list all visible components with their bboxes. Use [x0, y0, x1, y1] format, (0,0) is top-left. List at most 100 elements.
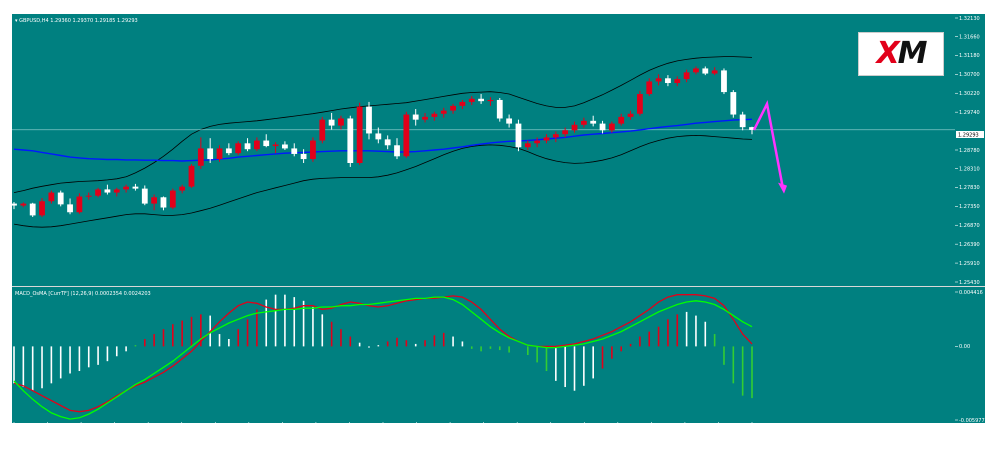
candle	[562, 127, 569, 138]
candle-body	[450, 105, 456, 111]
price-tick-label: 1.32130	[959, 16, 980, 22]
candle	[674, 76, 681, 87]
candle	[291, 143, 298, 157]
candle-body	[169, 190, 176, 208]
candle-body	[328, 119, 335, 126]
candle	[207, 138, 214, 164]
candle-body	[48, 192, 55, 202]
candle	[179, 184, 186, 194]
candle-body	[244, 143, 251, 150]
candle-body	[57, 192, 64, 205]
time-tick-label: 23 Sep 16:00	[48, 426, 81, 432]
time-tick-label: 29 Sep 00:00	[215, 426, 248, 432]
macd-lines	[13, 294, 753, 420]
candle	[151, 194, 158, 211]
candle-body	[282, 144, 288, 149]
time-tick-label: 2 Oct 08:00	[383, 426, 412, 432]
candle-body	[197, 148, 204, 166]
candle-body	[179, 186, 186, 191]
candle	[749, 126, 755, 135]
candle-body	[739, 114, 746, 128]
candle-body	[506, 118, 513, 124]
candle	[618, 113, 625, 126]
candle	[319, 116, 326, 144]
candle-body	[711, 70, 718, 74]
candle-body	[646, 81, 653, 95]
price-tick-label: 1.30220	[959, 91, 980, 97]
candle-body	[141, 188, 148, 204]
candlesticks	[11, 66, 755, 217]
candle-body	[319, 119, 326, 141]
time-tick-label: 13 Oct 00:00	[718, 426, 751, 432]
candle-body	[552, 134, 559, 138]
candle	[48, 190, 55, 204]
candle	[384, 135, 391, 150]
price-tick-label: 1.30700	[959, 72, 980, 78]
candle	[506, 114, 513, 128]
candle	[422, 112, 428, 123]
candle-body	[11, 203, 17, 206]
candle	[599, 120, 606, 134]
candle-body	[235, 143, 242, 154]
time-tick-label: 29 Sep 16:00	[249, 426, 282, 432]
price-tick-label: 1.26870	[959, 223, 980, 229]
time-tick-label: 25 Sep 16:00	[148, 426, 181, 432]
time-tick-label: 25 Sep 00:00	[115, 426, 148, 432]
candle	[216, 145, 223, 162]
candle-body	[291, 148, 298, 154]
candle	[646, 78, 653, 97]
time-tick-label: 7 Oct 16:00	[551, 426, 580, 432]
candle	[113, 187, 120, 197]
candle	[693, 66, 699, 75]
forecast-arrow	[752, 100, 787, 194]
time-tick-label: 9 Oct 00:00	[618, 426, 647, 432]
candle	[328, 112, 335, 130]
time-tick-label: 23 Sep 2020	[14, 426, 46, 432]
candle	[711, 67, 718, 76]
candle-body	[440, 110, 447, 114]
moving-average-line	[13, 118, 753, 162]
candle	[394, 138, 400, 160]
candle-body	[674, 79, 681, 84]
macd-tick-label: 0.00	[959, 344, 970, 350]
candle	[39, 198, 45, 217]
candle	[197, 137, 204, 169]
candle	[338, 115, 344, 130]
candle-body	[20, 203, 27, 206]
price-panel[interactable]	[12, 14, 955, 286]
candle-body	[637, 94, 643, 114]
candle-body	[515, 123, 522, 148]
time-tick-label: 24 Sep 08:00	[81, 426, 114, 432]
xm-logo-text: XM	[876, 36, 928, 71]
candle-body	[104, 189, 111, 193]
candle-body	[422, 116, 428, 120]
candle	[637, 90, 643, 116]
candle	[665, 75, 671, 87]
candle-body	[123, 186, 129, 190]
macd-tick-label: 0.004416	[959, 290, 983, 296]
macd-panel[interactable]	[12, 287, 955, 423]
price-header: ▾ GBPUSD,H4 1.29360 1.29370 1.29185 1.29…	[15, 18, 138, 24]
candle-body	[207, 148, 214, 160]
price-tick-label: 1.29740	[959, 110, 980, 116]
candle-body	[338, 118, 344, 126]
candle	[169, 188, 176, 210]
candle	[590, 115, 597, 127]
candle	[225, 143, 232, 156]
time-tick-label: 7 Oct 00:00	[517, 426, 546, 432]
candle	[487, 97, 494, 106]
macd-header: MACD_OsMA [CurrTF] (12,26,9) 0.0002354 0…	[15, 291, 151, 297]
candle	[739, 111, 746, 131]
upper-band-line	[13, 56, 753, 193]
candle-body	[216, 148, 223, 160]
candle-body	[394, 145, 400, 157]
candle-body	[272, 144, 279, 147]
candle	[263, 134, 270, 148]
candle-body	[534, 140, 541, 144]
candle-body	[253, 140, 260, 150]
candle	[702, 66, 709, 76]
time-axis: 23 Sep 2020 23 Sep 16:00 24 Sep 08:00 25 Se…	[13, 422, 785, 432]
candle-body	[151, 197, 158, 204]
